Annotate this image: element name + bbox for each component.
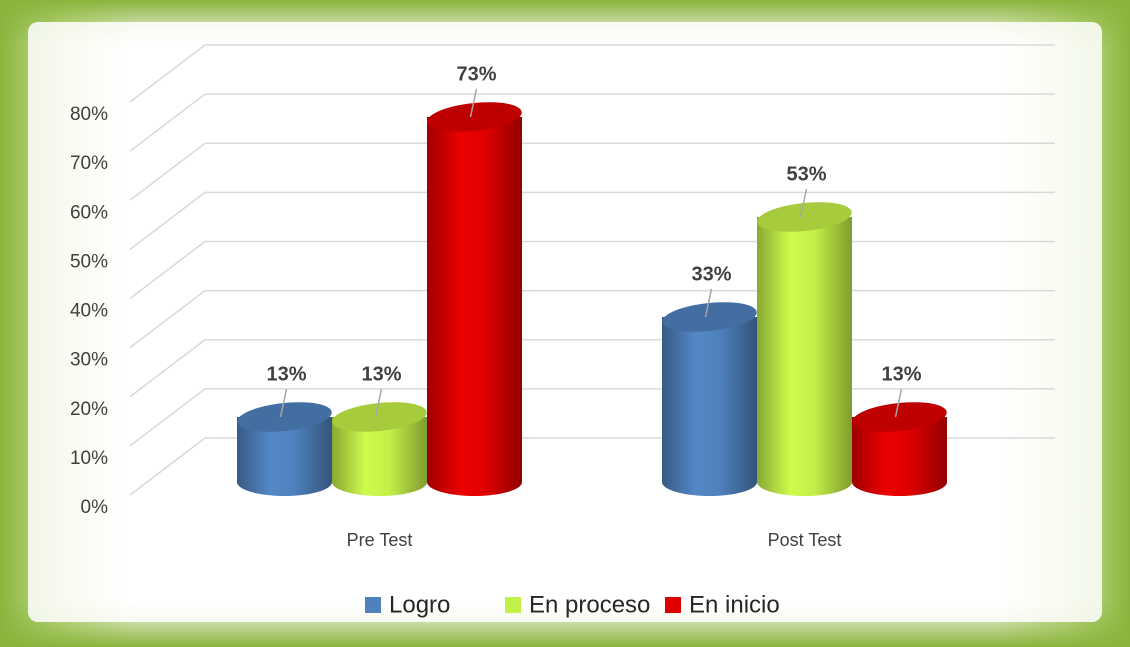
legend-swatch bbox=[365, 597, 381, 613]
bar bbox=[757, 217, 852, 482]
legend-label: Logro bbox=[389, 591, 450, 618]
bar-top bbox=[332, 402, 427, 432]
y-tick-label: 10% bbox=[70, 448, 108, 469]
value-label: 73% bbox=[456, 63, 496, 85]
label-leader bbox=[799, 188, 808, 218]
grid-line-side bbox=[129, 93, 206, 152]
bar-top bbox=[852, 402, 947, 432]
bar-top bbox=[662, 302, 757, 332]
value-label: 53% bbox=[786, 163, 826, 185]
grid-line-side bbox=[129, 388, 206, 447]
y-tick-label: 70% bbox=[70, 153, 108, 174]
label-leader bbox=[374, 388, 383, 418]
label-leader bbox=[704, 288, 713, 318]
bar-top bbox=[757, 202, 852, 232]
legend-swatch bbox=[505, 597, 521, 613]
grid-line-side bbox=[129, 44, 206, 103]
bar-top bbox=[237, 402, 332, 432]
bar bbox=[662, 317, 757, 482]
legend-label: En proceso bbox=[529, 591, 650, 618]
value-label: 33% bbox=[691, 263, 731, 285]
value-label: 13% bbox=[266, 363, 306, 385]
grid-line-side bbox=[129, 437, 206, 496]
plot-background bbox=[28, 22, 1102, 622]
y-tick-label: 60% bbox=[70, 202, 108, 223]
grid-line-side bbox=[129, 240, 206, 300]
value-label: 13% bbox=[881, 363, 921, 385]
grid-line-side bbox=[129, 191, 206, 250]
y-tick-label: 40% bbox=[70, 301, 108, 322]
value-label: 13% bbox=[361, 363, 401, 385]
grid-line-side bbox=[129, 339, 206, 398]
x-tick-label: Post Test bbox=[768, 530, 842, 550]
y-tick-label: 30% bbox=[70, 350, 108, 371]
bar bbox=[427, 117, 522, 482]
label-leader bbox=[894, 388, 903, 418]
legend-label: En inicio bbox=[689, 591, 780, 618]
label-leader bbox=[469, 88, 478, 118]
label-leader bbox=[279, 388, 288, 418]
grid-line-side bbox=[129, 290, 206, 349]
y-tick-label: 50% bbox=[70, 251, 108, 272]
x-tick-label: Pre Test bbox=[347, 530, 413, 550]
y-tick-label: 0% bbox=[81, 497, 109, 518]
bar-top bbox=[427, 102, 522, 132]
y-tick-label: 20% bbox=[70, 399, 108, 420]
y-tick-label: 80% bbox=[70, 104, 108, 125]
legend-swatch bbox=[665, 597, 681, 613]
grid-line-side bbox=[129, 142, 206, 201]
